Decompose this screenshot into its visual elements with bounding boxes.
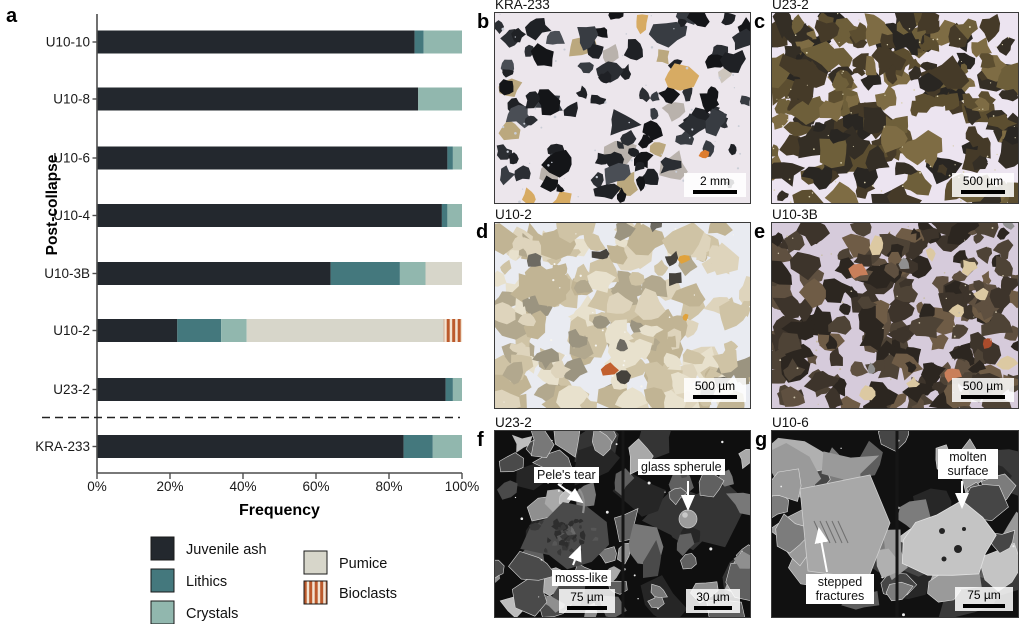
bar-segment-U10-2-juvenile-ash [97,319,178,342]
x-tick-label: 60% [302,479,329,494]
scale-bar: 75 µm [559,589,615,614]
panel-e-letter: e [754,221,766,243]
panel-b-title: KRA-233 [495,0,550,12]
bar-segment-U10-3B-lithics [330,262,400,285]
legend-swatch-pumice [303,550,328,575]
bar-segment-U10-10-lithics [414,30,424,54]
scale-bar-label: 500 µm [962,174,1004,188]
panel-c-title: U23-2 [772,0,809,12]
bar-segment-U10-6-crystals [452,146,462,170]
bar-segment-U23-2-juvenile-ash [97,378,446,401]
bar-segment-U10-6-juvenile-ash [97,146,448,170]
legend-label: Juvenile ash [186,542,267,558]
y-category-label: U10-3B [44,266,90,281]
bar-segment-KRA-233-juvenile-ash [97,435,404,458]
panel-g-photo [772,431,1018,617]
legend-swatch-bioclasts [303,580,328,605]
x-tick-label: 40% [229,479,256,494]
y-category-label: U10-10 [46,35,90,50]
scale-bar-label: 75 µm [570,590,604,604]
panel-e-title: U10-3B [772,207,818,222]
y-category-label: U10-4 [53,208,90,223]
scale-bar-label: 500 µm [962,379,1004,393]
bar-segment-U10-2-pumice [246,319,444,342]
scale-bar-label: 2 mm [700,174,730,188]
bar-segment-U23-2-lithics [445,378,453,401]
annotation-label: glass spherule [638,459,725,475]
annotation-label: molten surface [938,449,998,479]
bar-segment-U10-8-juvenile-ash [97,87,419,111]
legend-swatch-juvenile-ash [150,536,175,561]
scale-bar: 500 µm [952,173,1014,198]
panel-a-letter: a [6,5,18,27]
scale-bar-label: 500 µm [694,379,736,393]
scale-bar: 500 µm [684,378,746,403]
x-tick-label: 0% [87,479,107,494]
legend-label: Lithics [186,574,227,590]
panel-d-photo [495,223,750,408]
annotation-label: stepped fractures [806,574,874,604]
scale-bar: 30 µm [686,589,740,614]
bar-segment-KRA-233-crystals [432,435,462,458]
panel-c-letter: c [754,11,766,33]
panel-f-letter: f [477,429,484,451]
bar-segment-U10-2-crystals [221,319,247,342]
annotation-label: Pele's tear [534,467,599,483]
panel-c-photo [772,13,1018,203]
bar-segment-U10-6-lithics [447,146,453,170]
panel-g-title: U10-6 [772,415,809,430]
legend-label: Pumice [339,556,387,572]
legend-swatch-lithics [150,568,175,593]
panel-f-title: U23-2 [495,415,532,430]
annotation-label: moss-like [552,570,611,586]
stacked-bar-chart: U10-10 U10-8 U10-6 U10-4 U10-3B U10-2 U23-2 KRA… [35,14,480,624]
legend-label: Crystals [186,606,238,622]
panel-b-photo [495,13,750,203]
panel-e-photo [772,223,1018,408]
bar-segment-U10-2-bioclasts [443,319,463,342]
y-category-label: U10-6 [53,151,90,166]
bar-segment-U10-10-juvenile-ash [97,30,415,54]
y-category-label: KRA-233 [35,439,90,454]
legend-label: Bioclasts [339,586,397,602]
scale-bar: 500 µm [952,378,1014,403]
bar-segment-KRA-233-lithics [403,435,433,458]
bar-segment-U10-4-lithics [441,204,448,227]
bar-segment-U10-3B-juvenile-ash [97,262,331,285]
panel-g-letter: g [755,429,768,451]
x-axis-label: Frequency [239,502,320,519]
bar-segment-U10-3B-crystals [399,262,426,285]
bar-segment-U10-10-crystals [423,30,462,54]
panel-d-letter: d [476,221,489,243]
y-category-label: U10-2 [53,323,90,338]
y-category-label: U23-2 [53,382,90,397]
bar-segment-U10-4-juvenile-ash [97,204,442,227]
y-category-label: U10-8 [53,92,90,107]
y-axis-label: Post-collapse [44,154,61,255]
legend-swatch-crystals [150,600,175,624]
scale-bar-label: 30 µm [696,590,730,604]
scale-bar: 75 µm [955,587,1013,612]
bar-segment-U10-2-lithics [177,319,222,342]
x-tick-label: 80% [375,479,402,494]
x-tick-label: 20% [156,479,183,494]
scale-bar: 2 mm [684,173,746,198]
bar-segment-U10-8-crystals [418,87,462,111]
x-tick-label: 100% [445,479,480,494]
scale-bar-label: 75 µm [967,588,1001,602]
panel-d-title: U10-2 [495,207,532,222]
panel-f-photo [495,431,750,617]
bar-segment-U23-2-crystals [452,378,462,401]
bar-segment-U10-4-crystals [447,204,462,227]
bar-segment-U10-3B-pumice [425,262,462,285]
panel-b-letter: b [477,11,490,33]
